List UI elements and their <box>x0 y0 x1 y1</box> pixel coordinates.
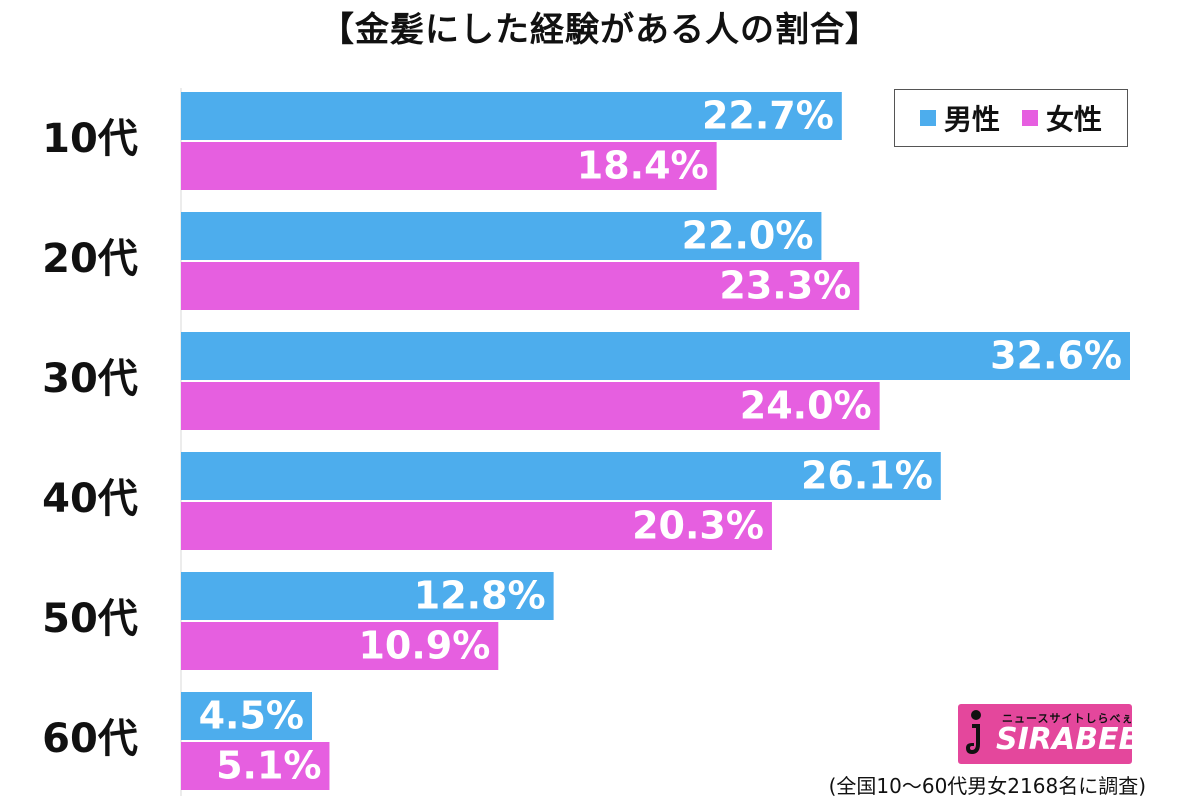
value-label-female: 23.3% <box>719 264 851 308</box>
value-label-female: 5.1% <box>216 744 321 788</box>
bar-male <box>181 452 941 500</box>
legend-label-female: 女性 <box>1046 103 1103 136</box>
bar-male <box>181 572 554 620</box>
bar-male <box>181 92 842 140</box>
chart-title: 【金髪にした経験がある人の割合】 <box>320 10 880 50</box>
bar-female <box>181 502 772 550</box>
value-label-female: 18.4% <box>577 144 709 188</box>
legend-item-male: 男性 <box>919 98 1000 138</box>
category-label: 60代 <box>42 716 138 762</box>
bar-female <box>181 742 330 790</box>
sirabee-logo: ニュースサイトしらべぇ SIRABEE <box>958 704 1132 764</box>
category-label: 20代 <box>42 236 138 282</box>
bar-female <box>181 382 880 430</box>
category-label: 30代 <box>42 356 138 402</box>
legend: 男性 女性 <box>894 89 1128 147</box>
category-label: 50代 <box>42 596 138 642</box>
bar-female <box>181 262 860 310</box>
legend-item-female: 女性 <box>1022 98 1102 138</box>
category-label: 10代 <box>42 116 138 162</box>
legend-swatch-female <box>1022 110 1038 126</box>
value-label-female: 10.9% <box>358 624 490 668</box>
value-label-female: 20.3% <box>632 504 764 548</box>
value-label-male: 22.7% <box>702 94 834 138</box>
bar-male <box>181 332 1130 380</box>
value-label-male: 12.8% <box>414 574 546 618</box>
value-label-female: 24.0% <box>740 384 872 428</box>
legend-swatch-male <box>919 110 936 126</box>
bar-female <box>181 142 717 190</box>
bar-male <box>181 692 312 740</box>
survey-footnote: (全国10〜60代男女2168名に調査) <box>828 774 1146 798</box>
value-label-male: 26.1% <box>801 454 933 498</box>
logo-wordmark: SIRABEE <box>996 722 1132 757</box>
bar-male <box>181 212 822 260</box>
value-label-male: 22.0% <box>682 214 814 258</box>
category-label: 40代 <box>42 476 138 522</box>
bar-female <box>181 622 499 670</box>
logo-i-icon <box>966 710 981 754</box>
value-label-male: 4.5% <box>199 694 304 738</box>
value-label-male: 32.6% <box>990 334 1122 378</box>
legend-label-male: 男性 <box>943 103 1000 136</box>
logo-subtitle: ニュースサイトしらべぇ <box>1002 712 1132 725</box>
